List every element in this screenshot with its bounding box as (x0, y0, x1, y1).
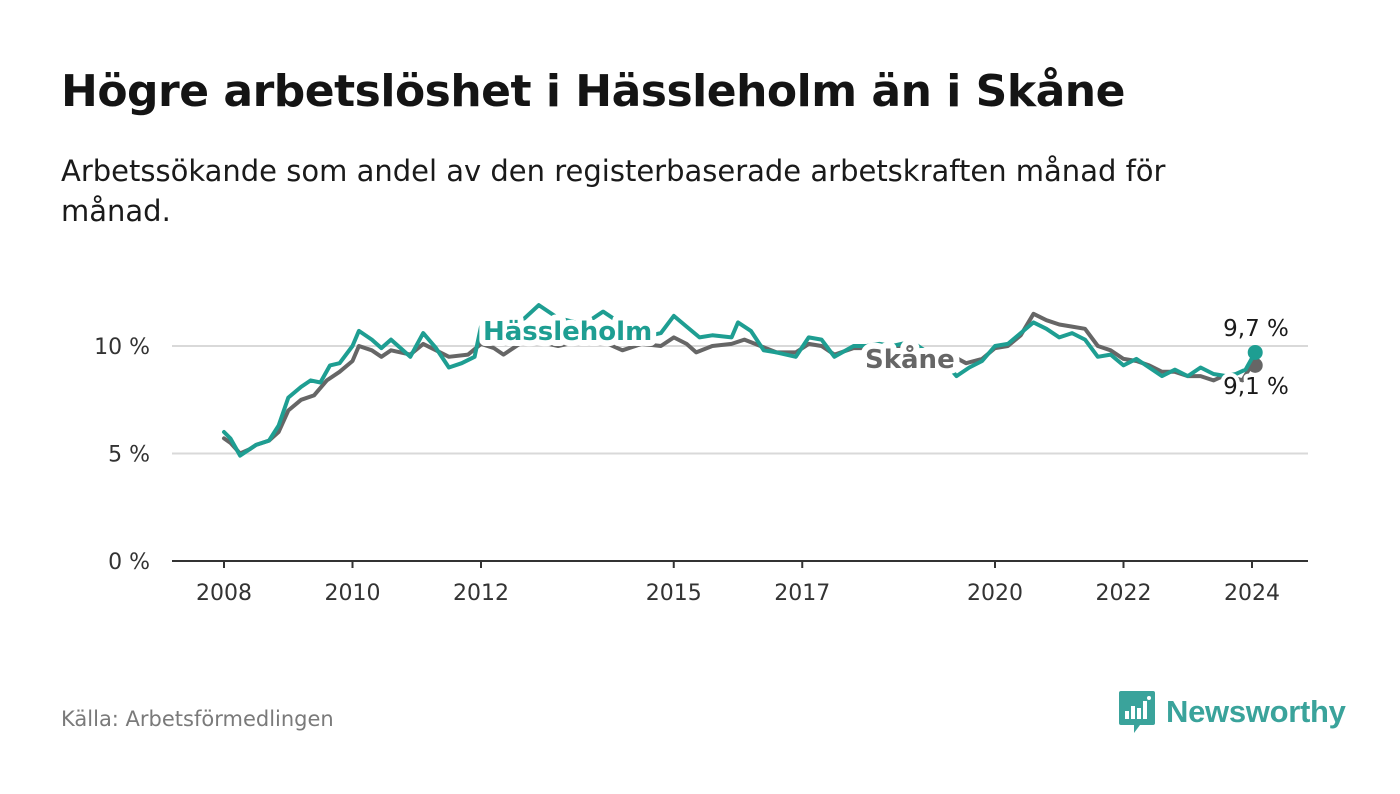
series-label-skane-halo: Skåne (865, 343, 955, 375)
axes: 0 % 5 % 10 % 2008 2010 2012 2015 2017 2020 2022 20… (94, 335, 1308, 606)
x-tick-label: 2015 (646, 581, 702, 606)
x-tick-label: 2020 (967, 581, 1023, 606)
series-end-point-hassleholm (1247, 344, 1263, 360)
newsworthy-logo[interactable]: Newsworthy (1118, 689, 1346, 735)
series-label-hassleholm-halo: Hässleholm (483, 317, 652, 347)
source-note: Källa: Arbetsförmedlingen (61, 707, 334, 731)
end-label-hassleholm: 9,7 % (1223, 316, 1289, 342)
x-tick-label: 2022 (1096, 581, 1152, 606)
series-label-skane: Skåne (865, 343, 955, 375)
x-tick-label: 2024 (1224, 581, 1280, 606)
y-tick-label: 10 % (94, 335, 150, 360)
y-tick-label: 5 % (108, 443, 150, 468)
end-label-skane-halo: 9,1 % (1223, 374, 1289, 400)
newsworthy-logo-text: Newsworthy (1166, 694, 1346, 729)
x-tick-label: 2017 (774, 581, 830, 606)
series-label-hassleholm: Hässleholm (483, 317, 652, 347)
x-tick-label: 2012 (453, 581, 509, 606)
x-tick-label: 2008 (196, 581, 252, 606)
end-label-hassleholm-halo: 9,7 % (1223, 316, 1289, 342)
newsworthy-logo-icon (1119, 691, 1155, 733)
series-line-skane (222, 311, 1258, 456)
end-label-skane: 9,1 % (1223, 374, 1289, 400)
series-lines (222, 303, 1263, 458)
chart-title: Högre arbetslöshet i Hässleholm än i Skå… (61, 66, 1125, 117)
y-tick-label: 0 % (108, 550, 150, 575)
chart-subtitle: Arbetssökande som andel av den registerb… (61, 154, 1166, 228)
x-tick-label: 2010 (325, 581, 381, 606)
series-line-hassleholm (222, 303, 1258, 458)
